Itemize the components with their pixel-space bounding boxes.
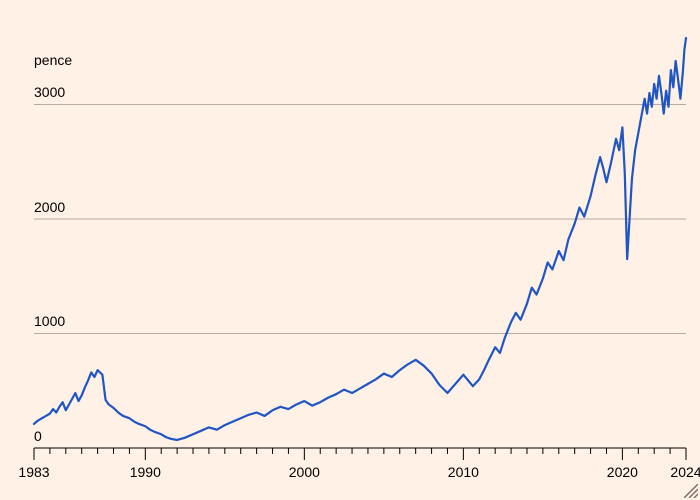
x-tick-label: 2024 bbox=[670, 464, 700, 480]
x-tick-label: 2020 bbox=[607, 464, 638, 480]
chart-canvas bbox=[0, 0, 700, 500]
y-tick-label: 1000 bbox=[34, 313, 65, 329]
x-tick-label: 1990 bbox=[130, 464, 161, 480]
y-tick-label: 2000 bbox=[34, 199, 65, 215]
x-tick-label: 1983 bbox=[18, 464, 49, 480]
y-tick-label: 0 bbox=[34, 428, 42, 444]
y-tick-label: 3000 bbox=[34, 84, 65, 100]
y-axis-unit-label: pence bbox=[34, 52, 72, 68]
resize-handle-icon bbox=[684, 484, 698, 498]
line-chart: pence 0 1000 2000 3000 1983 1990 2000 2010 2020… bbox=[0, 0, 700, 500]
x-tick-label: 2000 bbox=[289, 464, 320, 480]
x-tick-label: 2010 bbox=[448, 464, 479, 480]
